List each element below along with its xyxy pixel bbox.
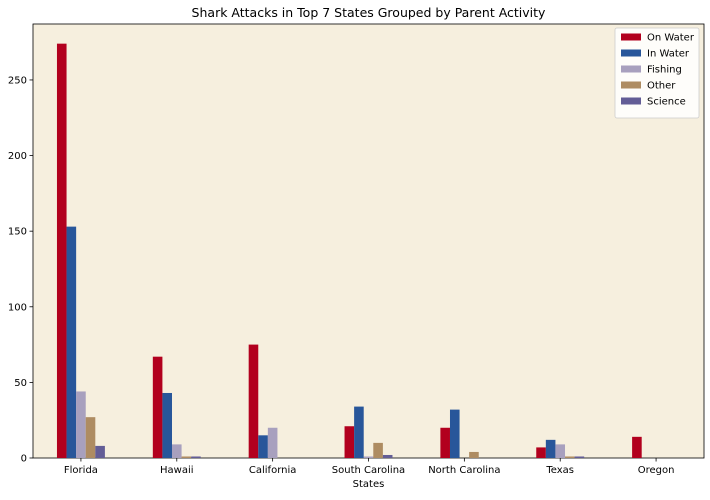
y-axis: 0 50 100 150 200 250	[8, 75, 33, 465]
x-tick-label: Hawaii	[160, 465, 194, 476]
legend-swatch	[621, 81, 641, 89]
bar-on-water-south-carolina	[344, 426, 355, 458]
bar-in-water-hawaii	[162, 392, 172, 458]
chart-title: Shark Attacks in Top 7 States Grouped by…	[192, 5, 546, 20]
bar-fishing-texas	[555, 444, 566, 458]
legend-label: Science	[647, 97, 686, 108]
y-tick-label: 50	[14, 378, 27, 389]
bar-other-texas	[565, 456, 575, 458]
bar-other-north-carolina	[469, 451, 479, 458]
bar-in-water-california	[258, 435, 268, 458]
bar-in-water-south-carolina	[354, 406, 364, 458]
bar-in-water-florida	[66, 226, 77, 458]
bar-on-water-california	[248, 344, 259, 458]
bar-science-texas	[574, 456, 585, 458]
legend-label: On Water	[647, 33, 695, 44]
bar-science-florida	[95, 445, 105, 458]
y-tick-label: 250	[8, 75, 27, 86]
x-tick-label: Florida	[64, 465, 98, 476]
legend-swatch	[621, 49, 641, 57]
x-tick-label: Texas	[545, 465, 574, 476]
legend-label: In Water	[647, 49, 690, 60]
x-tick-label: South Carolina	[332, 465, 405, 476]
bar-fishing-south-carolina	[363, 456, 374, 458]
x-tick-label: North Carolina	[428, 465, 500, 476]
y-tick-label: 200	[8, 151, 27, 162]
bar-on-water-hawaii	[152, 356, 163, 458]
y-tick-label: 0	[21, 454, 27, 465]
legend-swatch	[621, 33, 641, 41]
y-tick-label: 100	[8, 302, 27, 313]
bar-on-water-north-carolina	[440, 427, 450, 458]
bar-on-water-florida	[56, 43, 67, 458]
bar-on-water-texas	[536, 447, 546, 458]
x-tick-label: California	[249, 465, 297, 476]
plot-area	[32, 23, 705, 459]
legend: On Water In Water Fishing Other Science	[614, 27, 700, 119]
legend-label: Other	[647, 81, 676, 92]
bar-in-water-texas	[545, 439, 556, 458]
x-tick-label: Oregon	[638, 465, 675, 476]
bar-in-water-north-carolina	[449, 409, 460, 458]
x-axis: Florida Hawaii California South Carolina Nor…	[64, 458, 675, 476]
bar-other-florida	[85, 417, 96, 458]
bar-fishing-florida	[76, 391, 86, 458]
bar-fishing-hawaii	[171, 444, 182, 458]
y-tick-label: 150	[8, 227, 27, 238]
legend-label: Fishing	[647, 65, 682, 76]
bar-other-hawaii	[181, 456, 192, 458]
bars-layer	[56, 43, 642, 458]
bar-science-south-carolina	[382, 454, 393, 458]
legend-swatch	[621, 97, 641, 105]
bar-other-south-carolina	[373, 442, 383, 458]
x-axis-label: States	[353, 479, 385, 490]
legend-swatch	[621, 65, 641, 73]
bar-on-water-oregon	[632, 436, 642, 458]
bar-science-hawaii	[191, 456, 201, 458]
bar-fishing-california	[267, 427, 278, 458]
